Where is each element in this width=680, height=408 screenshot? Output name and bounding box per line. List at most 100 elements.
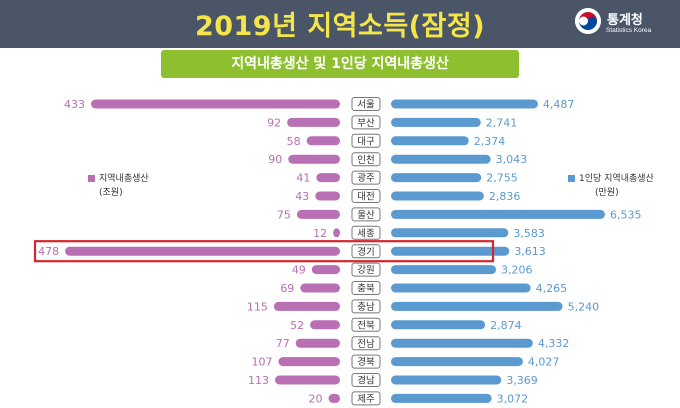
per-capita-bar-region-0 (391, 99, 538, 109)
grdp-value-label-region-1: 92 (267, 116, 281, 129)
grdp-value-label-region-0: 433 (64, 98, 85, 111)
per-capita-value-label-region-13: 4,332 (538, 337, 570, 350)
per-capita-value-label-region-2: 2,374 (474, 135, 506, 148)
per-capita-value-label-region-4: 2,755 (486, 172, 518, 185)
region-label-box-region-2 (351, 133, 381, 148)
grdp-value-label-region-15: 113 (248, 374, 269, 387)
region-label-region-7: 세종 (357, 228, 375, 239)
grdp-bar-region-11 (273, 301, 340, 311)
per-capita-bar-region-3 (391, 154, 491, 164)
region-label-region-3: 인천 (357, 155, 374, 166)
grdp-bar-region-15 (275, 375, 340, 385)
per-capita-bar-region-14 (391, 357, 523, 367)
legend-grdp: 지역내총생산 (조원) (88, 172, 149, 200)
grdp-bar-region-2 (306, 136, 340, 146)
per-capita-value-label-region-15: 3,369 (506, 374, 538, 387)
grdp-bar-region-10 (300, 283, 340, 293)
per-capita-bar-region-11 (391, 301, 563, 311)
legend-grdp-unit: (조원) (99, 188, 123, 198)
region-label-box-region-5 (351, 189, 381, 203)
per-capita-bar-region-16 (391, 393, 492, 403)
per-capita-value-label-region-6: 6,535 (610, 208, 642, 221)
grdp-value-label-region-7: 12 (313, 227, 327, 240)
region-label-box-region-0 (351, 97, 381, 111)
per-capita-value-label-region-5: 2,836 (489, 190, 520, 203)
grdp-bar-region-5 (315, 191, 340, 201)
region-label-region-16: 제주 (357, 394, 375, 405)
per-capita-bar-region-2 (391, 136, 469, 146)
highlight-box (33, 240, 495, 263)
grdp-bar-region-1 (287, 117, 340, 127)
grdp-bar-region-0 (91, 99, 341, 109)
grdp-value-label-region-4: 41 (296, 172, 310, 185)
region-label-region-6: 울산 (357, 210, 375, 221)
page-title: 2019년 지역소득(잠정) (194, 11, 486, 42)
region-label-region-14: 경북 (357, 356, 375, 368)
per-capita-value-label-region-11: 5,240 (568, 300, 600, 313)
grdp-bar-region-16 (328, 393, 340, 403)
region-label-region-13: 전남 (357, 339, 375, 350)
per-capita-bar-region-1 (391, 117, 481, 127)
legend-per-capita: 1인당 지역내총생산 (만원) (568, 172, 654, 200)
region-label-region-1: 부산 (357, 118, 375, 129)
legend-per-capita-swatch (568, 175, 575, 182)
grdp-value-label-region-3: 90 (268, 153, 282, 166)
per-capita-value-label-region-10: 4,265 (536, 282, 568, 295)
region-label-region-15: 경남 (357, 375, 375, 387)
region-label-region-9: 강원 (357, 265, 374, 276)
grdp-value-label-region-9: 49 (292, 264, 306, 277)
grdp-bar-region-4 (316, 173, 340, 183)
per-capita-bar-region-10 (391, 283, 531, 293)
per-capita-value-label-region-16: 3,072 (497, 392, 529, 405)
region-label-box-region-16 (351, 391, 381, 406)
region-label-box-region-10 (351, 281, 381, 295)
per-capita-bar-region-5 (391, 191, 484, 201)
grdp-bar-region-3 (288, 154, 340, 164)
region-label-region-8: 경기 (357, 246, 374, 258)
region-label-region-10: 충북 (357, 284, 375, 295)
per-capita-bar-region-4 (391, 173, 482, 183)
per-capita-value-label-region-12: 2,874 (490, 319, 521, 332)
region-label-box-region-3 (351, 152, 381, 167)
chart-subtitle: 지역내총생산 및 1인당 지역내총생산 (161, 50, 519, 78)
header-bar (0, 0, 680, 48)
per-capita-value-label-region-14: 4,027 (528, 356, 560, 369)
region-label-region-0: 서울 (357, 100, 375, 111)
per-capita-value-label-region-1: 2,741 (486, 116, 518, 129)
region-label-box-region-13 (351, 336, 381, 351)
grdp-value-label-region-6: 75 (277, 208, 291, 221)
region-label-region-2: 대구 (357, 136, 375, 147)
region-label-region-12: 전북 (357, 320, 375, 331)
region-label-box-region-9 (351, 262, 381, 277)
per-capita-value-label-region-0: 4,487 (543, 98, 575, 111)
legend-per-capita-label: 1인당 지역내총생산 (579, 174, 654, 184)
per-capita-value-label-region-8: 3,613 (514, 245, 546, 258)
grdp-value-label-region-14: 107 (251, 356, 272, 369)
per-capita-bar-region-12 (391, 320, 486, 330)
grdp-bar-region-6 (296, 209, 340, 219)
region-label-box-region-11 (351, 299, 381, 314)
grdp-value-label-region-16: 20 (309, 392, 323, 405)
region-label-box-region-14 (351, 354, 381, 369)
grdp-bar-region-8 (65, 246, 341, 256)
grdp-value-label-region-8: 478 (38, 245, 59, 258)
region-label-region-11: 충남 (357, 302, 375, 313)
grdp-value-label-region-11: 115 (247, 300, 268, 313)
per-capita-bar-region-15 (391, 375, 502, 385)
region-label-region-4: 광주 (357, 172, 375, 184)
org-name: 통계청 (607, 13, 643, 28)
grdp-bar-region-12 (310, 320, 340, 330)
grdp-bar-region-14 (278, 357, 340, 367)
org-subtitle: Statistics Korea (606, 27, 652, 34)
grdp-bar-region-13 (295, 338, 340, 348)
per-capita-bar-region-7 (391, 228, 509, 238)
region-label-box-region-1 (351, 115, 381, 130)
per-capita-bar-region-6 (391, 209, 605, 219)
grdp-value-label-region-2: 58 (287, 135, 301, 148)
region-label-box-region-8 (351, 244, 381, 259)
region-label-box-region-15 (351, 373, 381, 387)
grdp-value-label-region-13: 77 (276, 337, 290, 350)
legend-grdp-swatch (88, 175, 95, 182)
grdp-value-label-region-5: 43 (295, 190, 309, 203)
